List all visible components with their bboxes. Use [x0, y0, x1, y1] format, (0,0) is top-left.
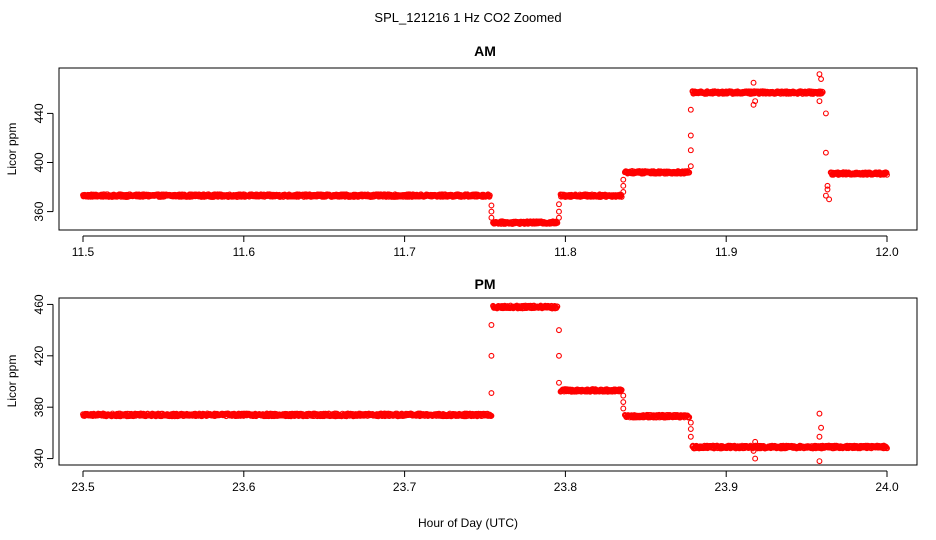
point-am-outlier-2 — [752, 98, 759, 105]
point-pm-transition-0 — [488, 322, 495, 328]
point-am-level-5 — [884, 171, 890, 178]
point-pm-level-1 — [554, 303, 561, 310]
point-am-transition-3 — [687, 106, 694, 113]
x-tick-label-pm-0: 23.5 — [71, 480, 95, 494]
point-am-level-2 — [618, 193, 625, 200]
point-pm-outlier-2 — [750, 447, 757, 454]
point-am-transition-3 — [687, 163, 694, 170]
point-am-outlier-5 — [816, 98, 823, 105]
point-am-transition-2 — [620, 176, 627, 183]
y-tick-label-am-2: 440 — [32, 103, 46, 123]
point-pm-outlier-1 — [752, 455, 759, 462]
y-tick-label-pm-2: 420 — [32, 345, 46, 365]
point-am-transition-1 — [556, 208, 562, 215]
point-am-outlier-7 — [826, 196, 833, 203]
point-pm-level-3 — [686, 414, 693, 421]
point-am-outlier-4 — [818, 76, 825, 83]
point-am-transition-0 — [488, 214, 495, 221]
panel-am-y-axis: 360 400 440 — [32, 103, 54, 222]
panel-pm-ylabel: Licor ppm — [5, 355, 19, 408]
panel-pm-marks — [80, 302, 890, 465]
panel-am-ylabel: Licor ppm — [5, 123, 19, 176]
point-am-outlier-0 — [750, 79, 757, 86]
panel-pm-x-axis: 23.5 23.6 23.7 23.8 23.9 24.0 — [71, 470, 899, 494]
y-tick-label-am-1: 400 — [32, 152, 46, 172]
point-am-transition-3 — [687, 147, 694, 154]
x-tick-label-am-5: 12.0 — [875, 245, 899, 259]
point-am-transition-2 — [620, 182, 627, 189]
point-am-transition-0 — [488, 202, 495, 209]
point-am-transition-4 — [822, 110, 829, 117]
point-am-level-3 — [686, 169, 693, 176]
point-pm-transition-0 — [488, 390, 495, 397]
point-am-outlier-6 — [824, 186, 831, 193]
point-am-transition-3 — [687, 132, 694, 139]
panel-am-title: AM — [474, 43, 496, 59]
point-pm-transition-1 — [556, 352, 562, 359]
x-tick-label-pm-5: 24.0 — [875, 480, 899, 494]
panel-pm-frame — [58, 297, 918, 466]
point-pm-level-0 — [488, 412, 495, 419]
y-tick-label-pm-0: 340 — [32, 448, 46, 468]
x-tick-label-pm-3: 23.8 — [554, 480, 578, 494]
point-am-transition-0 — [488, 208, 495, 215]
point-am-outlier-8 — [824, 182, 831, 189]
panel-am-x-axis: 11.5 11.6 11.7 11.8 11.9 12.0 — [72, 235, 899, 259]
point-am-transition-1 — [556, 214, 562, 221]
point-pm-transition-2 — [620, 399, 627, 405]
x-tick-label-pm-4: 23.9 — [715, 480, 739, 494]
y-tick-label-pm-3: 460 — [32, 294, 46, 314]
point-am-transition-4 — [822, 192, 829, 199]
point-pm-transition-2 — [620, 405, 627, 412]
point-pm-outlier-5 — [816, 433, 823, 440]
point-am-level-1 — [554, 219, 561, 226]
x-tick-label-am-3: 11.8 — [554, 245, 577, 259]
point-pm-transition-0 — [488, 352, 495, 359]
point-am-transition-2 — [620, 189, 627, 195]
panel-pm-title: PM — [475, 276, 496, 292]
point-am-level-0 — [486, 192, 493, 199]
panel-am-frame — [58, 67, 918, 231]
x-tick-label-am-1: 11.6 — [233, 245, 256, 259]
point-pm-level-4 — [884, 445, 890, 452]
y-tick-label-pm-1: 380 — [32, 397, 46, 417]
point-pm-outlier-6 — [816, 458, 823, 465]
panel-pm-y-axis: 340 380 420 460 — [32, 294, 54, 469]
point-am-level-4 — [819, 89, 826, 96]
x-tick-label-pm-1: 23.6 — [232, 480, 256, 494]
point-pm-transition-1 — [556, 327, 562, 334]
figure-xlabel: Hour of Day (UTC) — [418, 516, 518, 530]
point-pm-level-2 — [618, 386, 625, 393]
panel-am-marks — [80, 71, 890, 227]
x-tick-label-am-0: 11.5 — [72, 245, 95, 259]
point-am-transition-4 — [822, 149, 829, 156]
point-pm-outlier-4 — [818, 424, 825, 431]
point-pm-transition-3 — [687, 426, 694, 432]
point-pm-outlier-3 — [816, 410, 823, 417]
point-pm-outlier-0 — [752, 438, 759, 445]
panel-am: AM 11.5 11.6 11.7 11.8 11.9 12.0 360 400 440 Li… — [5, 43, 918, 259]
panel-pm: PM 23.5 23.6 23.7 23.8 23.9 24.0 340 380 420 460… — [5, 276, 918, 494]
x-tick-label-am-4: 11.9 — [715, 245, 738, 259]
x-tick-label-pm-2: 23.7 — [393, 480, 417, 494]
y-tick-label-am-0: 360 — [32, 201, 46, 221]
figure-title: SPL_121216 1 Hz CO2 Zoomed — [374, 10, 561, 25]
x-tick-label-am-2: 11.7 — [393, 245, 416, 259]
point-pm-transition-1 — [556, 379, 562, 386]
point-pm-transition-3 — [687, 433, 694, 440]
point-am-transition-1 — [556, 201, 562, 208]
point-pm-transition-3 — [687, 419, 694, 426]
point-pm-transition-2 — [620, 392, 627, 399]
point-am-outlier-3 — [816, 71, 823, 78]
